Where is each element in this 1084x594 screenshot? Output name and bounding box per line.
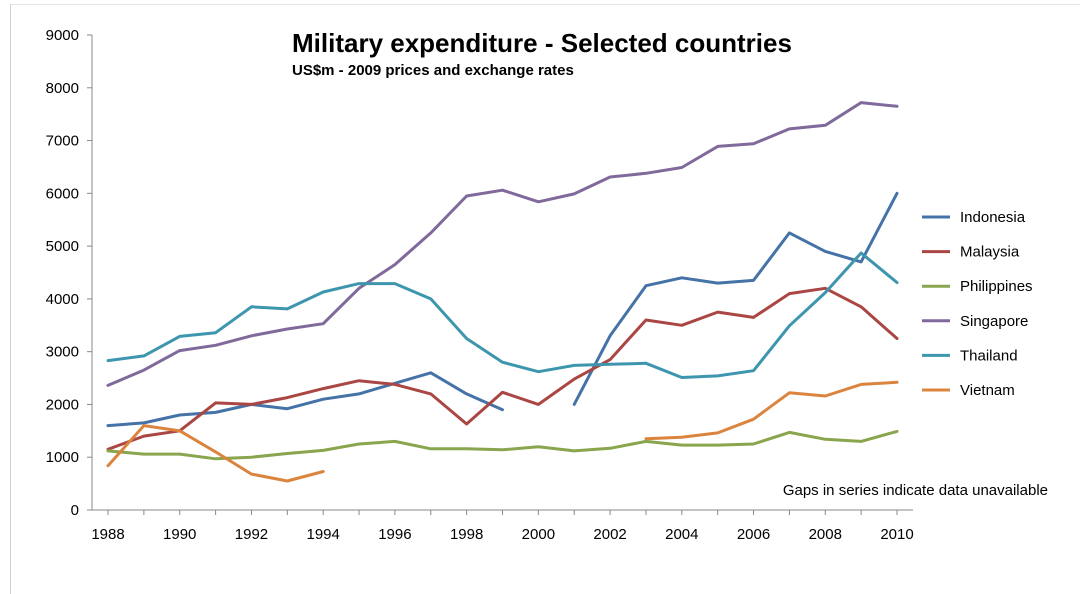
x-tick-label: 1994 (306, 526, 339, 543)
x-tick-labels: 1988 1990 1992 1994 1996 1998 2000 2002 2004 2006… (91, 510, 914, 543)
y-tick-label: 3000 (46, 344, 79, 361)
series-line-thailand (106, 251, 899, 379)
series-indonesia (106, 191, 899, 428)
x-tick-label: 1998 (450, 526, 483, 543)
series-lines (106, 101, 899, 483)
x-tick-label: 1990 (163, 526, 196, 543)
chart-title: Military expenditure - Selected countrie… (292, 28, 792, 58)
x-tick-label: 2002 (593, 526, 626, 543)
series-singapore (106, 101, 899, 387)
x-tick-label: 1992 (235, 526, 268, 543)
legend-label-thailand: Thailand (960, 347, 1018, 364)
series-thailand (106, 251, 899, 379)
series-line-vietnam (106, 424, 325, 483)
chart-frame (10, 4, 1080, 594)
y-tick-label: 7000 (46, 133, 79, 150)
chart-subtitle: US$m - 2009 prices and exchange rates (292, 62, 574, 79)
legend-label-vietnam: Vietnam (960, 382, 1015, 399)
series-line-singapore (106, 101, 899, 387)
legend-label-singapore: Singapore (960, 313, 1028, 330)
legend-label-philippines: Philippines (960, 278, 1033, 295)
series-philippines (106, 429, 899, 461)
y-tick-label: 6000 (46, 185, 79, 202)
x-tick-label: 2006 (737, 526, 770, 543)
y-tick-label: 2000 (46, 396, 79, 413)
series-line-malaysia (106, 286, 899, 451)
series-line-indonesia (106, 371, 504, 428)
legend-label-malaysia: Malaysia (960, 244, 1020, 261)
series-line-vietnam (644, 380, 899, 441)
y-tick-label: 0 (71, 502, 79, 519)
x-tick-label: 2004 (665, 526, 698, 543)
y-tick-label: 5000 (46, 238, 79, 255)
legend-label-indonesia: Indonesia (960, 209, 1026, 226)
axes (91, 35, 913, 511)
y-tick-label: 9000 (46, 27, 79, 44)
y-tick-label: 8000 (46, 80, 79, 97)
series-line-philippines (106, 429, 899, 461)
legend: Indonesia Malaysia Philippines Singapore Tha… (922, 209, 1033, 399)
series-vietnam (106, 380, 899, 483)
x-tick-label: 2010 (880, 526, 913, 543)
series-malaysia (106, 286, 899, 451)
x-tick-label: 1996 (378, 526, 411, 543)
x-tick-label: 2000 (522, 526, 555, 543)
x-tick-label: 1988 (91, 526, 124, 543)
y-tick-label: 1000 (46, 449, 79, 466)
y-tick-labels: 0 1000 2000 3000 4000 5000 6000 7000 8000 9000 (46, 27, 92, 519)
series-line-indonesia (572, 191, 899, 406)
x-tick-label: 2008 (809, 526, 842, 543)
y-tick-label: 4000 (46, 291, 79, 308)
chart-note: Gaps in series indicate data unavailable (783, 482, 1048, 499)
